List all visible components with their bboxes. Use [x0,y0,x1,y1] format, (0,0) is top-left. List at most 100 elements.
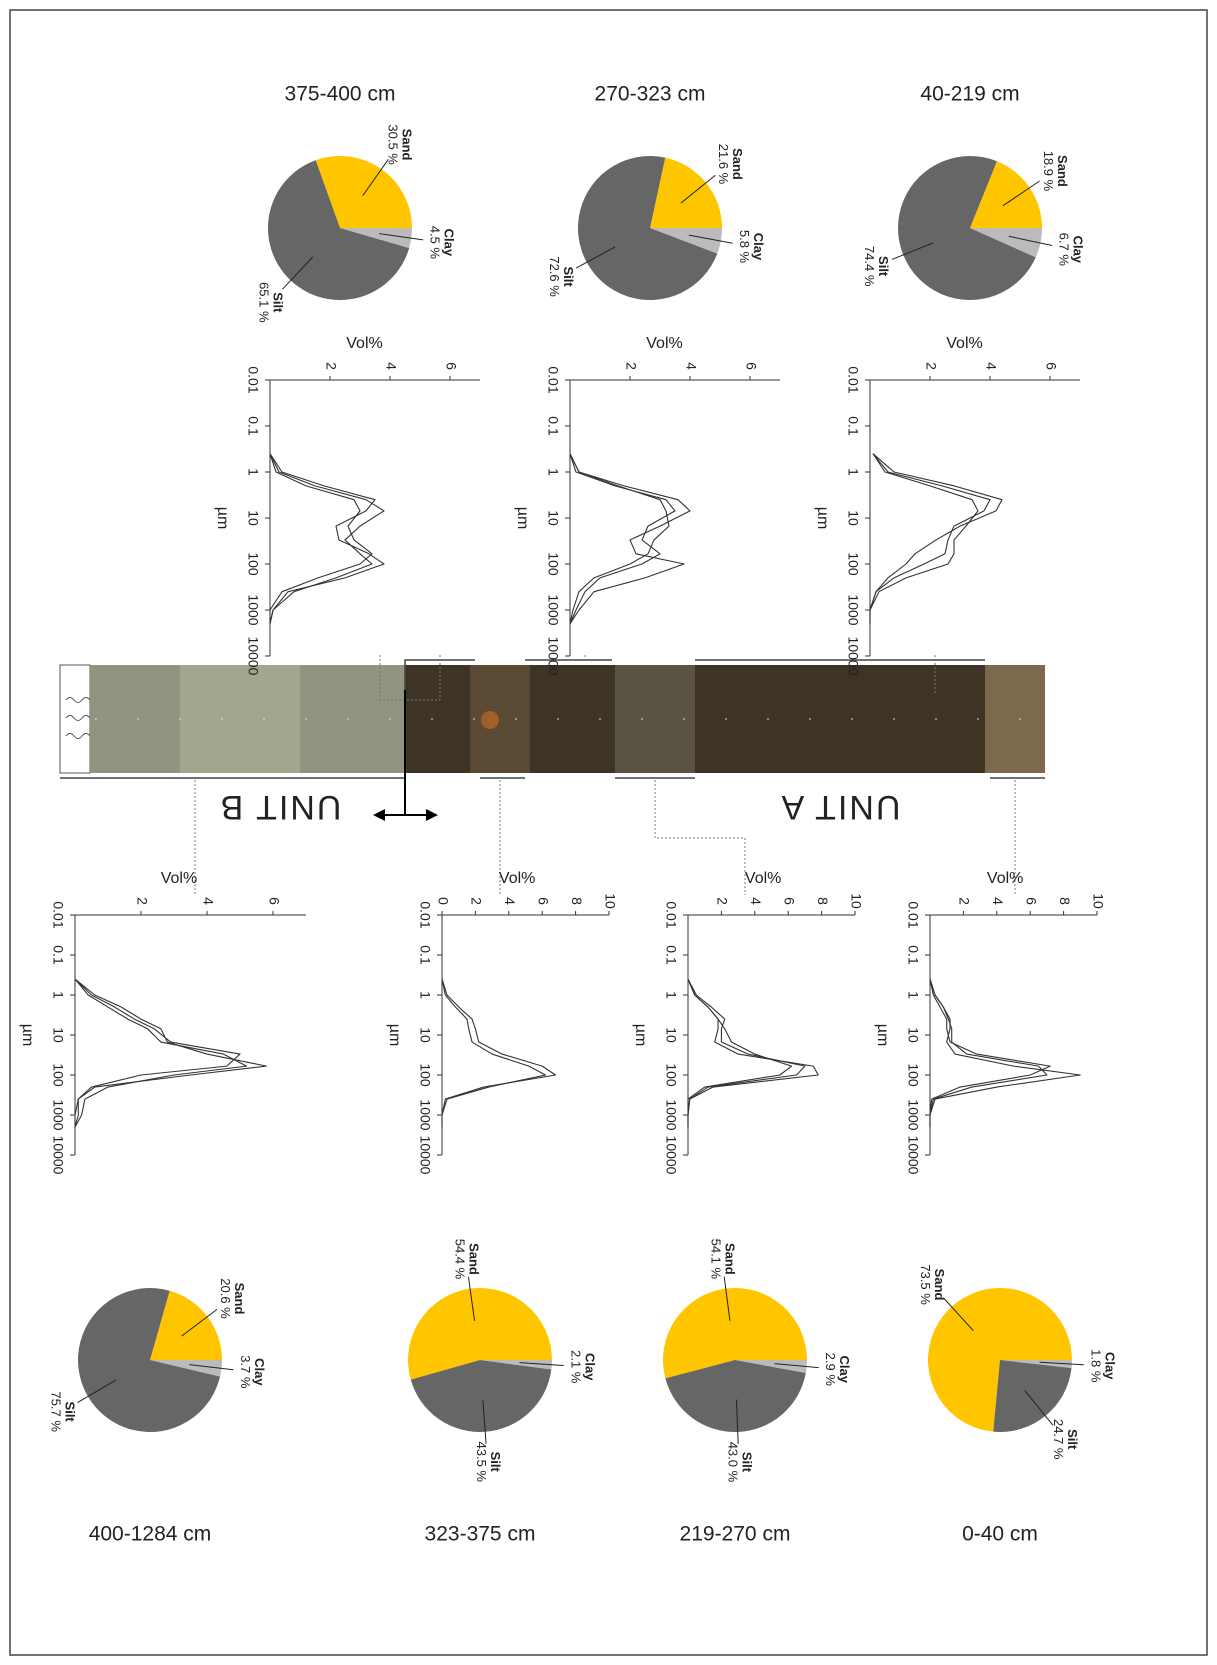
pie-slice [340,228,412,249]
distribution-curve [869,453,991,624]
x-tick-label: 1 [245,468,261,476]
distribution-curve [74,978,248,1128]
distribution-curve [269,453,385,624]
slice-name: Silt [1065,1429,1080,1450]
x-tick-label: 1 [663,991,679,999]
slice-name: Silt [488,1452,503,1473]
slice-value: 3.7 % [238,1355,253,1389]
label-leader [891,242,934,260]
label-leader [189,1364,234,1371]
y-tick-label: 6 [1023,897,1039,905]
y-tick-label: 2 [957,897,973,905]
slice-name: Silt [63,1402,78,1423]
x-tick-label: 1 [545,468,561,476]
x-tick-label: 10 [245,510,261,526]
distribution-curve [929,978,1051,1128]
x-tick-label: 0.01 [905,901,921,928]
slice-name: Sand [467,1243,482,1275]
x-tick-label: 1000 [845,594,861,625]
pie-slice [578,156,718,300]
y-tick-label: 4 [983,362,999,370]
label-leader [735,1399,739,1444]
x-tick-label: 100 [545,552,561,576]
y-tick-label: 6 [781,897,797,905]
x-tick-label: 1000 [245,594,261,625]
y-tick-label: 8 [1057,897,1073,905]
x-tick-label: 1 [905,991,921,999]
pie-slice [650,228,722,254]
label-leader [1024,1390,1054,1426]
y-tick-label: 4 [383,362,399,370]
y-axis-title: Vol% [499,870,535,887]
pie-title: 400-1284 cm [89,1523,212,1546]
slice-value: 54.1 % [708,1239,723,1280]
distribution-curve [441,978,557,1128]
x-tick-label: 100 [417,1063,433,1087]
pie-slice [970,228,1042,258]
x-tick-label: 0.01 [663,901,679,928]
slice-name: Silt [271,292,286,313]
y-axis-title: Vol% [161,870,197,887]
pie-slice [150,1360,222,1377]
label-leader [1008,235,1053,247]
label-leader [519,1362,564,1367]
x-tick-label: 0.1 [905,945,921,965]
x-axis-title: µm [814,507,831,530]
x-tick-label: 10 [50,1027,66,1043]
slice-value: 2.9 % [823,1353,838,1387]
y-tick-label: 2 [623,362,639,370]
x-tick-label: 1000 [663,1099,679,1130]
slice-value: 43.0 % [725,1442,740,1483]
y-tick-label: 8 [569,897,585,905]
x-axis-title: µm [874,1024,891,1047]
y-tick-label: 6 [535,897,551,905]
y-axis-title: Vol% [346,335,382,352]
y-tick-label: 10 [848,893,864,909]
x-tick-label: 100 [905,1063,921,1087]
distribution-curve [929,978,1048,1128]
slice-value: 74.4 % [862,246,877,287]
distribution-curve [269,453,385,624]
x-axis-title: µm [514,507,531,530]
y-tick-label: 2 [715,897,731,905]
label-leader [774,1363,819,1369]
y-tick-label: 10 [1090,893,1106,909]
distribution-curve [74,978,241,1128]
pie-title: 219-270 cm [680,1523,791,1546]
slice-name: Silt [561,266,576,287]
y-tick-label: 4 [502,897,518,905]
pie-slice [735,1360,807,1374]
y-tick-label: 2 [323,362,339,370]
y-tick-label: 6 [443,362,459,370]
y-tick-label: 0 [435,897,451,905]
slice-value: 2.1 % [568,1350,583,1384]
pie-slice [1000,1360,1072,1369]
label-leader [575,246,616,269]
pie-slice [315,156,412,228]
x-tick-label: 10000 [50,1136,66,1175]
slice-name: Sand [399,129,414,161]
slice-name: Clay [582,1353,597,1381]
slice-value: 65.1 % [257,282,272,323]
x-tick-label: 100 [245,552,261,576]
pie-slice [410,1360,552,1432]
distribution-curve [687,978,806,1128]
x-tick-label: 0.01 [417,901,433,928]
label-leader [77,1379,117,1403]
slice-name: Clay [751,233,766,261]
x-tick-label: 1000 [50,1099,66,1130]
pie-title: 375-400 cm [285,83,396,106]
slice-value: 5.8 % [737,230,752,264]
x-tick-label: 0.1 [663,945,679,965]
x-tick-label: 0.1 [50,945,66,965]
sample-brackets [60,659,1045,779]
